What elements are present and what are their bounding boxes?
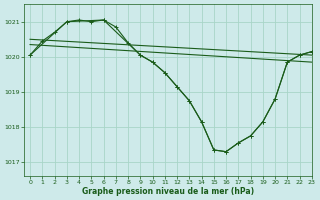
X-axis label: Graphe pression niveau de la mer (hPa): Graphe pression niveau de la mer (hPa) — [82, 187, 254, 196]
